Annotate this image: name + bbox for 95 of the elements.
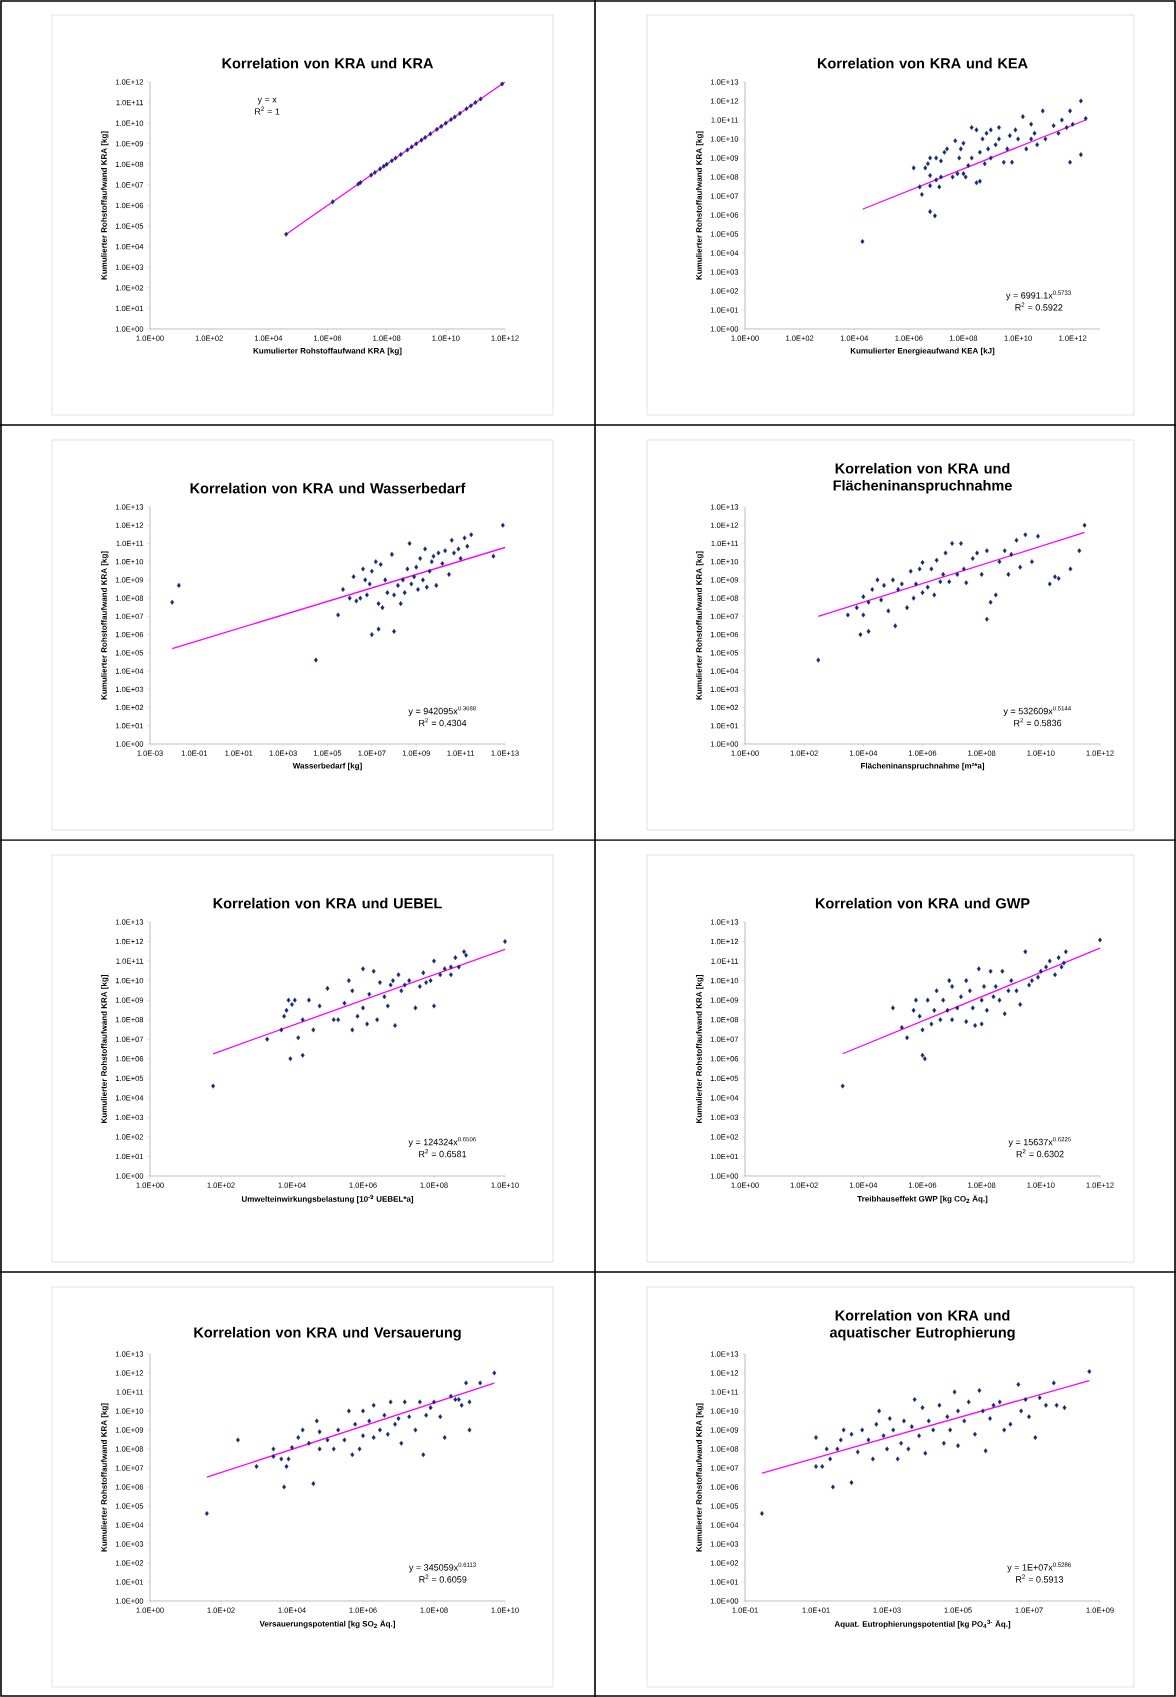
x-axis-title: Flächeninanspruchnahme [m²*a] <box>861 762 985 771</box>
y-axis-title: Kumulierter Rohstoffaufwand KRA [kg] <box>100 131 109 280</box>
point <box>369 568 374 574</box>
point <box>351 574 356 580</box>
point <box>431 553 436 559</box>
point <box>389 158 394 164</box>
point <box>429 559 434 565</box>
y-axis-title: Kumulierter Rohstoffaufwand KRA [kg] <box>695 551 704 700</box>
point <box>380 605 385 611</box>
y-axis-title: Kumulierter Rohstoffaufwand KRA [kg] <box>695 975 704 1123</box>
point <box>464 106 469 112</box>
point <box>440 560 445 566</box>
point <box>398 152 403 157</box>
point <box>418 555 423 561</box>
chart-title: Korrelation von KRA und Flächeninanspruchnahme <box>833 462 1012 494</box>
point <box>434 582 439 588</box>
point <box>392 628 396 634</box>
point <box>436 550 441 556</box>
annotation: R$^{2}$ = 0.5836 <box>1014 718 1062 727</box>
chart-title: Korrelation von KRA und aquatischer Eutrophierung <box>829 1309 1015 1341</box>
annotation: y = 6991.1x$^{0.5733}$ <box>1006 290 1071 301</box>
y-axis-title: Kumulierter Rohstoffaufwand KRA [kg] <box>695 131 704 280</box>
annotation: y = x <box>257 97 277 105</box>
x-axis-title: Aquat. Eutrophierungspotential [kg PO$_{4}$$^{3-}$ Äq.] <box>834 1619 1011 1629</box>
point <box>458 110 462 116</box>
annotation: y = 15637x$^{0.6225}$ <box>1008 1137 1071 1147</box>
point <box>409 581 414 587</box>
point <box>392 592 396 598</box>
annotation: R$^{2}$ = 0.6059 <box>419 1574 467 1583</box>
point <box>383 577 388 583</box>
chart-title: Korrelation von KRA und KEA <box>817 57 1028 69</box>
x-axis-title: Versauerungspotential [kg SO$_{2}$ Äq.] <box>259 1619 395 1629</box>
annotation: R$^{2}$ = 0.6302 <box>1016 1149 1064 1158</box>
point <box>439 123 444 129</box>
annotation: y = 124324x$^{0.6506}$ <box>408 1137 476 1147</box>
annotation: R$^{2}$ = 1 <box>255 106 280 115</box>
y-axis-title: Kumulierter Rohstoffaufwand KRA [kg] <box>100 1403 109 1552</box>
point <box>427 568 432 574</box>
x-axis-title: Umwelteinwirkungsbelastung [10$^{-9}$ UEBEL*a] <box>241 1194 414 1204</box>
point <box>389 551 394 557</box>
point <box>423 546 427 552</box>
point <box>405 566 410 572</box>
x-axis-title: Kumulierter Rohstoffaufwand KRA [kg] <box>253 347 402 356</box>
annotation: R$^{2}$ = 0.6581 <box>419 1149 467 1158</box>
point <box>412 574 417 580</box>
point <box>478 96 483 102</box>
y-axis-title: Kumulierter Rohstoffaufwand KRA [kg] <box>695 1403 704 1552</box>
x-axis-title: Treibhauseffekt GWP [kg CO$_{2}$ Äq.] <box>857 1194 988 1204</box>
point <box>373 559 378 565</box>
point <box>449 117 453 123</box>
point <box>416 586 420 592</box>
chart-title: Korrelation von KRA und GWP <box>815 897 1030 909</box>
point <box>409 144 414 150</box>
annotation: y = 1E+07x$^{0.5286}$ <box>1007 1562 1071 1573</box>
point <box>405 147 410 153</box>
point <box>473 100 478 106</box>
y-axis-title: Kumulierter Rohstoffaufwand KRA [kg] <box>100 975 109 1123</box>
point <box>385 590 390 596</box>
point <box>398 601 403 607</box>
point <box>378 562 383 567</box>
x-axis-title: Kumulierter Energieaufwand KEA [kJ] <box>850 347 995 356</box>
annotation: R$^{2}$ = 0.5922 <box>1015 302 1063 311</box>
point <box>376 601 381 607</box>
point <box>347 595 352 601</box>
x-axis-title: Wasserbedarf [kg] <box>292 762 362 771</box>
point <box>419 137 424 143</box>
annotation: R$^{2}$ = 0.5913 <box>1016 1574 1064 1583</box>
chart-title: Korrelation von KRA und Wasserbedarf <box>190 482 466 494</box>
annotation: y = 942095x$^{0.3688}$ <box>408 706 476 717</box>
point <box>414 141 419 147</box>
point <box>402 590 407 596</box>
point <box>428 131 433 137</box>
point <box>443 120 448 126</box>
point <box>354 598 359 604</box>
chart-title: Korrelation von KRA und KRA <box>222 57 434 69</box>
point <box>421 577 425 583</box>
point <box>407 540 412 546</box>
point <box>393 155 398 161</box>
point <box>396 582 400 588</box>
annotation: y = 345059x$^{0.6113}$ <box>408 1562 476 1573</box>
point <box>423 135 428 141</box>
chart-title: Korrelation von KRA und Versauerung <box>194 1326 461 1341</box>
point <box>424 584 429 590</box>
annotation: y = 532609x$^{0.5144}$ <box>1003 706 1071 717</box>
point <box>414 564 419 570</box>
annotation: R$^{2}$ = 0.4304 <box>419 718 467 727</box>
point <box>381 163 386 169</box>
point <box>384 161 389 167</box>
point <box>435 126 439 132</box>
point <box>452 114 457 120</box>
point <box>443 548 448 554</box>
point <box>400 577 405 583</box>
point <box>468 103 473 109</box>
chart-title: Korrelation von KRA und UEBEL <box>213 897 442 909</box>
y-axis-title: Kumulierter Rohstoffaufwand KRA [kg] <box>100 551 109 700</box>
